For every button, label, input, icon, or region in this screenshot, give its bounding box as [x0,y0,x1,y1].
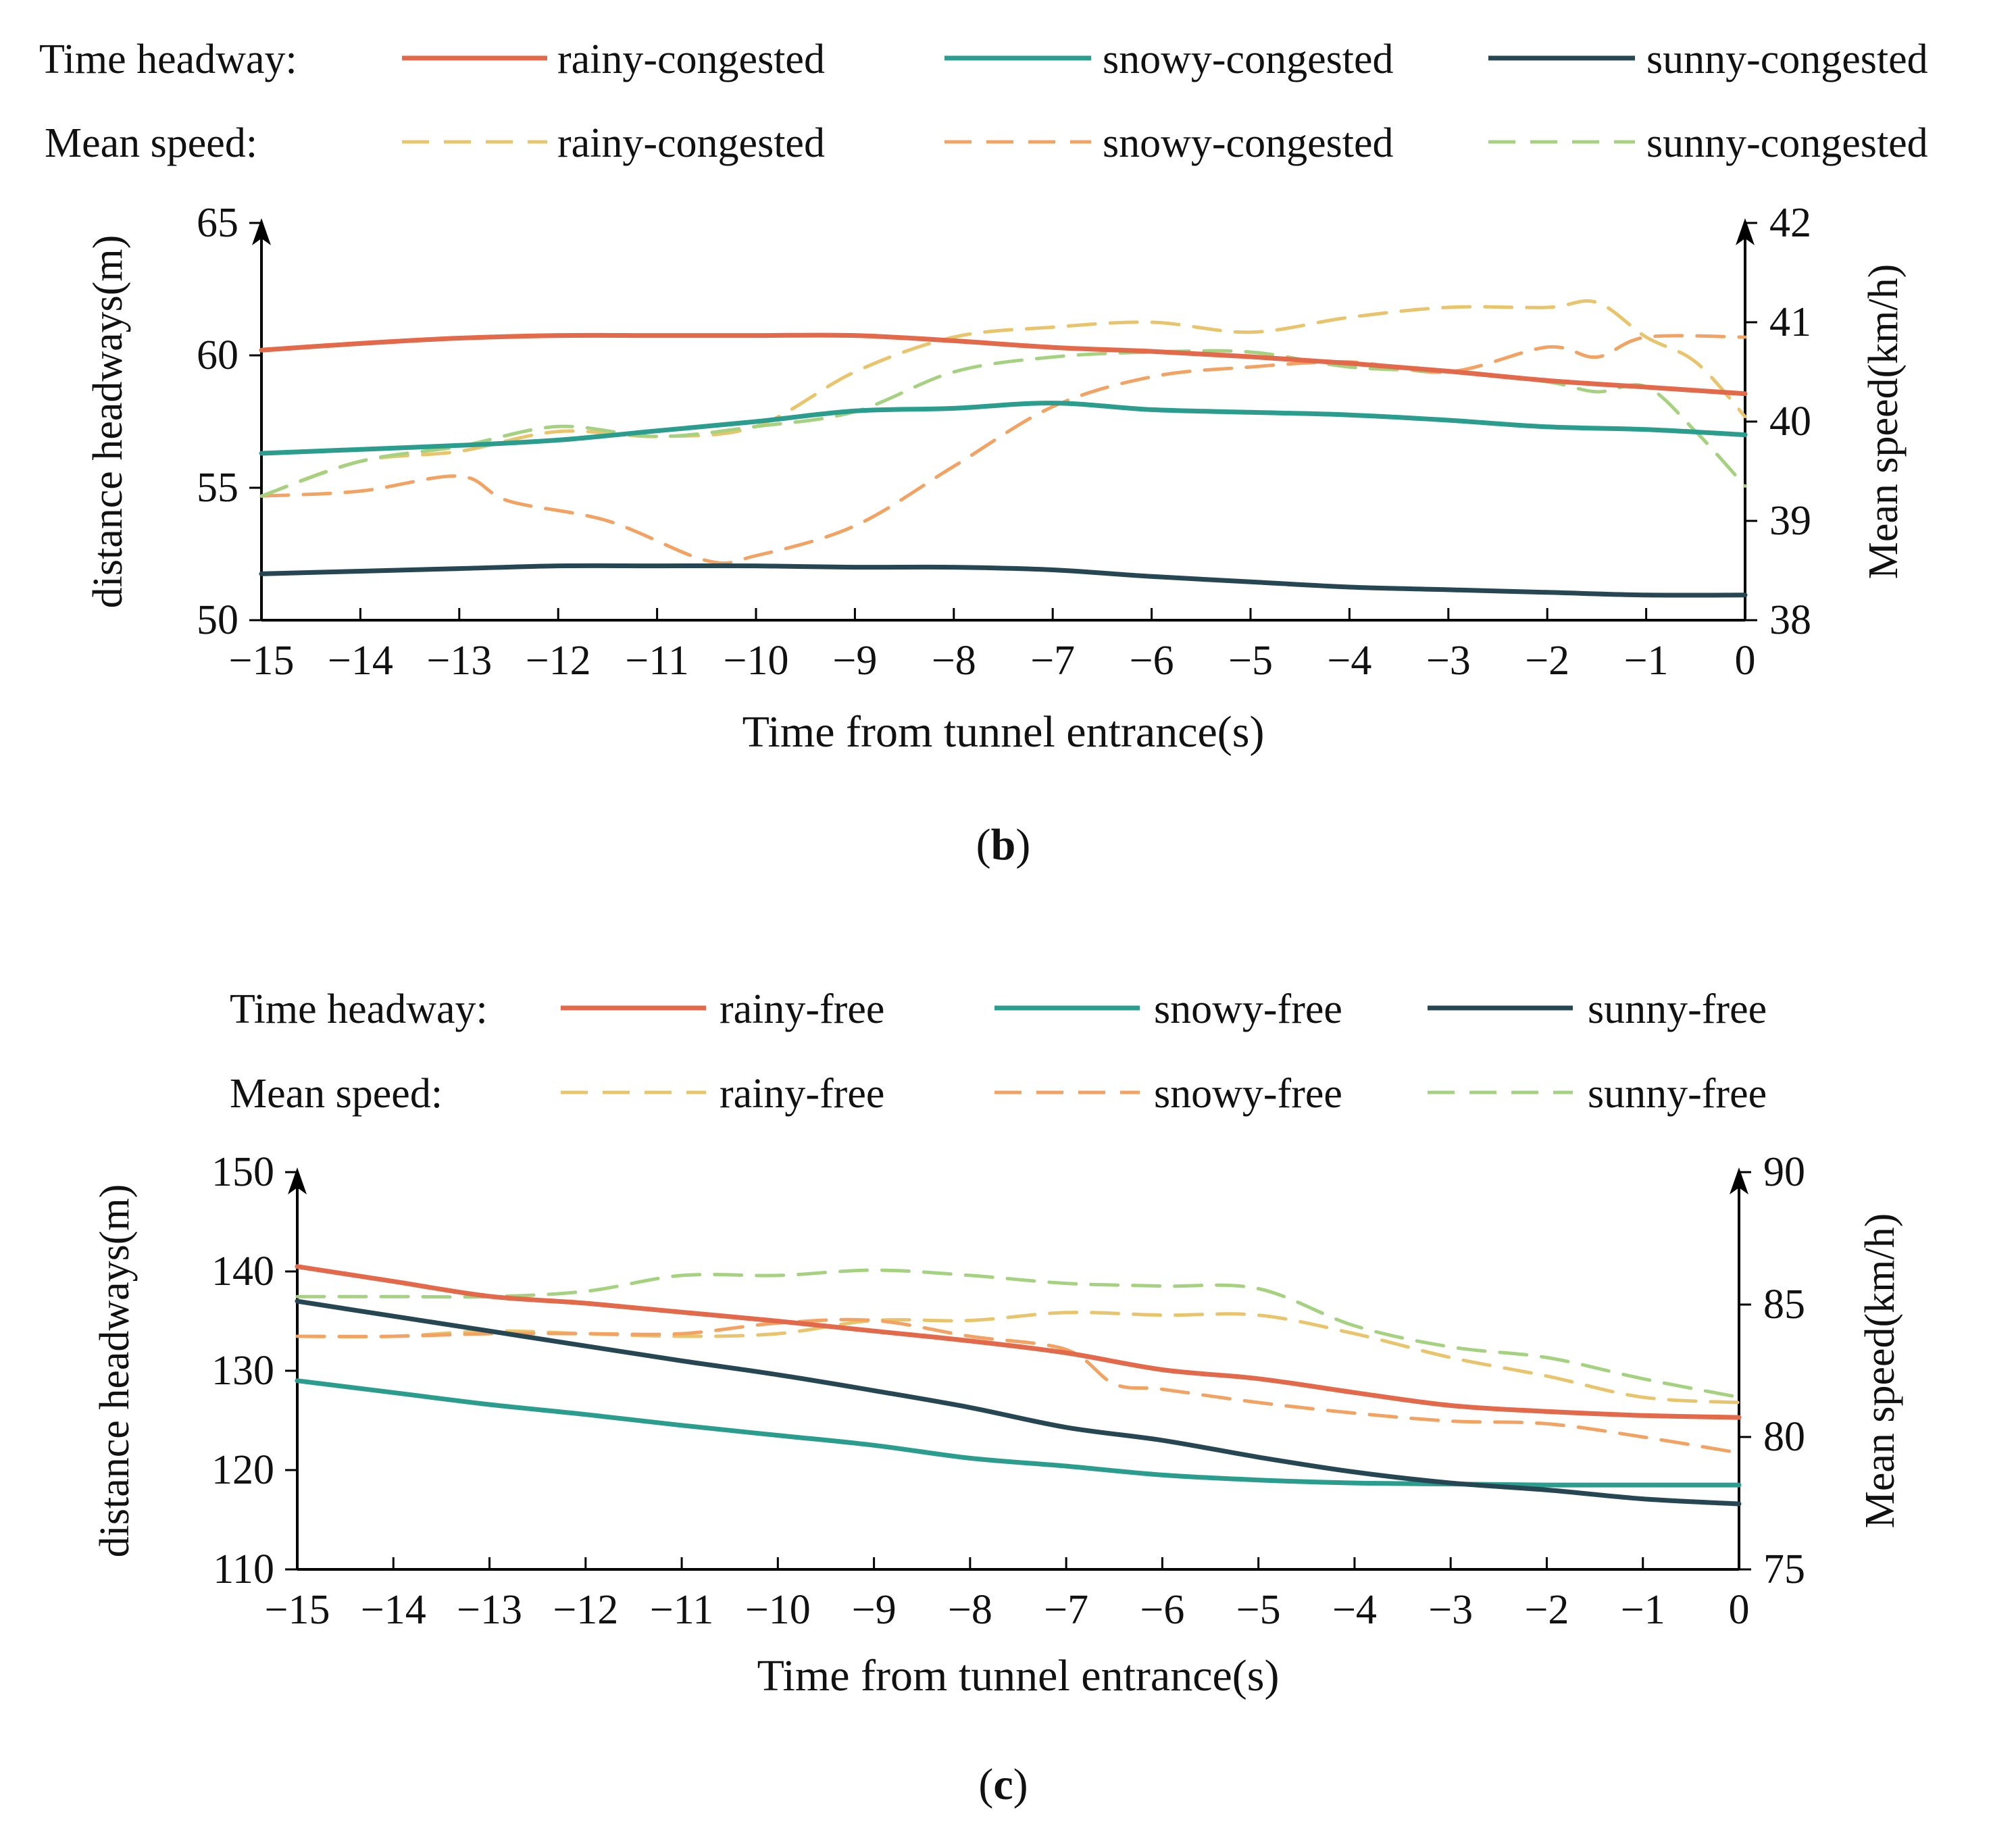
series-line-speed-snowy-free [295,1317,1741,1455]
x-axis-title: Time from tunnel entrance(s) [757,1651,1280,1700]
series-line-speed-sunny-free [295,1268,1741,1399]
x-tick-label: −15 [265,1587,330,1633]
x-tick-label: −12 [553,1587,618,1633]
series-line-headway-sunny-congested [259,563,1748,598]
legend-label-speed-snowy-congested: snowy-congested [1103,120,1393,166]
y-left-tick-label: 150 [211,1149,274,1195]
left-axis-arrow [252,218,271,245]
x-tick-label: −7 [1030,638,1075,684]
legend-title-time-headway: Time headway: [39,36,297,82]
series-line-speed-rainy-free [295,1311,1741,1405]
series-line-headway-rainy-free [295,1264,1742,1420]
x-tick-label: −2 [1524,1587,1569,1633]
x-tick-label: −13 [426,638,492,684]
legend-title-time-headway: Time headway: [230,986,488,1032]
y-right-axis-title: Mean speed(km/h) [1857,1213,1903,1529]
x-tick-label: −15 [229,638,295,684]
legend-label-headway-rainy-free: rainy-free [720,986,884,1032]
x-tick-label: −9 [852,1587,897,1633]
x-tick-label: −10 [745,1587,811,1633]
x-tick-label: −1 [1624,638,1669,684]
right-axis-arrow [1730,1167,1748,1194]
x-tick-label: −2 [1525,638,1569,684]
x-tick-label: −6 [1140,1587,1184,1633]
x-tick-label: −13 [457,1587,522,1633]
y-right-tick-label: 75 [1763,1546,1805,1592]
series-line-headway-snowy-congested [259,401,1748,456]
x-tick-label: −8 [932,638,976,684]
series-line-speed-snowy-congested [259,334,1747,565]
x-tick-label: −6 [1130,638,1174,684]
legend: Time headway: Mean speed: rainy-congested r… [39,36,1928,166]
x-tick-label: −14 [361,1587,426,1633]
series-line-headway-snowy-free [295,1378,1742,1488]
y-right-tick-label: 38 [1769,597,1811,643]
y-right-axis-title: Mean speed(km/h) [1861,264,1907,580]
legend-label-speed-rainy-congested: rainy-congested [557,120,825,166]
x-tick-label: −12 [526,638,591,684]
y-right-tick-label: 39 [1769,498,1811,544]
x-axis-title: Time from tunnel entrance(s) [742,707,1265,757]
chart-panel-b: Time headway: Mean speed: rainy-congested r… [39,36,1928,869]
x-tick-label: −5 [1236,1587,1281,1633]
x-tick-label: −10 [724,638,789,684]
x-tick-label: −1 [1621,1587,1665,1633]
y-left-tick-label: 110 [213,1546,274,1592]
y-left-axis-title: distance headways(m) [92,1184,138,1558]
y-right-tick-label: 85 [1763,1282,1805,1328]
series-line-headway-rainy-congested [259,332,1748,397]
legend-label-headway-snowy-free: snowy-free [1154,986,1342,1032]
legend-label-speed-rainy-free: rainy-free [720,1071,884,1117]
y-left-tick-label: 140 [211,1248,274,1294]
x-tick-label: −4 [1332,1587,1377,1633]
x-tick-label: −9 [832,638,877,684]
legend-label-speed-sunny-free: sunny-free [1588,1071,1767,1117]
x-tick-label: −4 [1327,638,1371,684]
y-right-tick-label: 41 [1769,299,1811,345]
x-tick-label: −3 [1426,638,1471,684]
x-tick-label: −3 [1428,1587,1473,1633]
y-left-axis-title: distance headways(m) [85,235,131,609]
legend-label-headway-snowy-congested: snowy-congested [1103,36,1393,82]
axes: −15 −14 −13 −12 −11 −10 −9 −8 −7 −6 −5 −4 −3 −2 −1 0110… [92,1149,1903,1700]
legend-title-mean-speed: Mean speed: [230,1071,443,1117]
legend: Time headway: Mean speed: rainy-free rainy-… [230,986,1767,1117]
y-right-tick-label: 90 [1763,1149,1805,1195]
y-left-tick-label: 65 [197,200,238,246]
legend-label-headway-sunny-free: sunny-free [1588,986,1767,1032]
series-line-headway-sunny-free [295,1298,1742,1507]
x-tick-label: −11 [650,1587,714,1633]
left-axis-arrow [288,1167,307,1194]
legend-label-headway-sunny-congested: sunny-congested [1646,36,1928,82]
y-right-tick-label: 40 [1769,399,1811,445]
x-tick-label: 0 [1735,638,1756,684]
x-tick-label: 0 [1729,1587,1750,1633]
right-axis-arrow [1736,218,1755,245]
chart-panel-c: Time headway: Mean speed: rainy-free rainy-… [92,986,1903,1809]
y-left-tick-label: 50 [197,597,238,643]
y-right-tick-label: 42 [1769,200,1811,246]
x-tick-label: −14 [328,638,393,684]
legend-label-speed-snowy-free: snowy-free [1154,1071,1342,1117]
x-tick-label: −8 [948,1587,992,1633]
panel-label: (c) [978,1760,1028,1809]
series-line-speed-rainy-congested [259,299,1747,498]
y-right-tick-label: 80 [1763,1414,1805,1460]
x-tick-label: −5 [1228,638,1273,684]
x-tick-label: −11 [625,638,689,684]
y-left-tick-label: 55 [197,465,238,511]
axes: −15 −14 −13 −12 −11 −10 −9 −8 −7 −6 −5 −4 −3 −2 −1 0505… [85,200,1907,757]
legend-label-speed-sunny-congested: sunny-congested [1646,120,1928,166]
series-line-speed-sunny-congested [259,349,1747,498]
y-left-tick-label: 60 [197,332,238,378]
x-tick-label: −7 [1044,1587,1088,1633]
panel-label: (b) [976,820,1031,869]
legend-title-mean-speed: Mean speed: [45,120,257,166]
y-left-tick-label: 130 [211,1348,274,1394]
y-left-tick-label: 120 [211,1447,274,1493]
legend-label-headway-rainy-congested: rainy-congested [557,36,825,82]
